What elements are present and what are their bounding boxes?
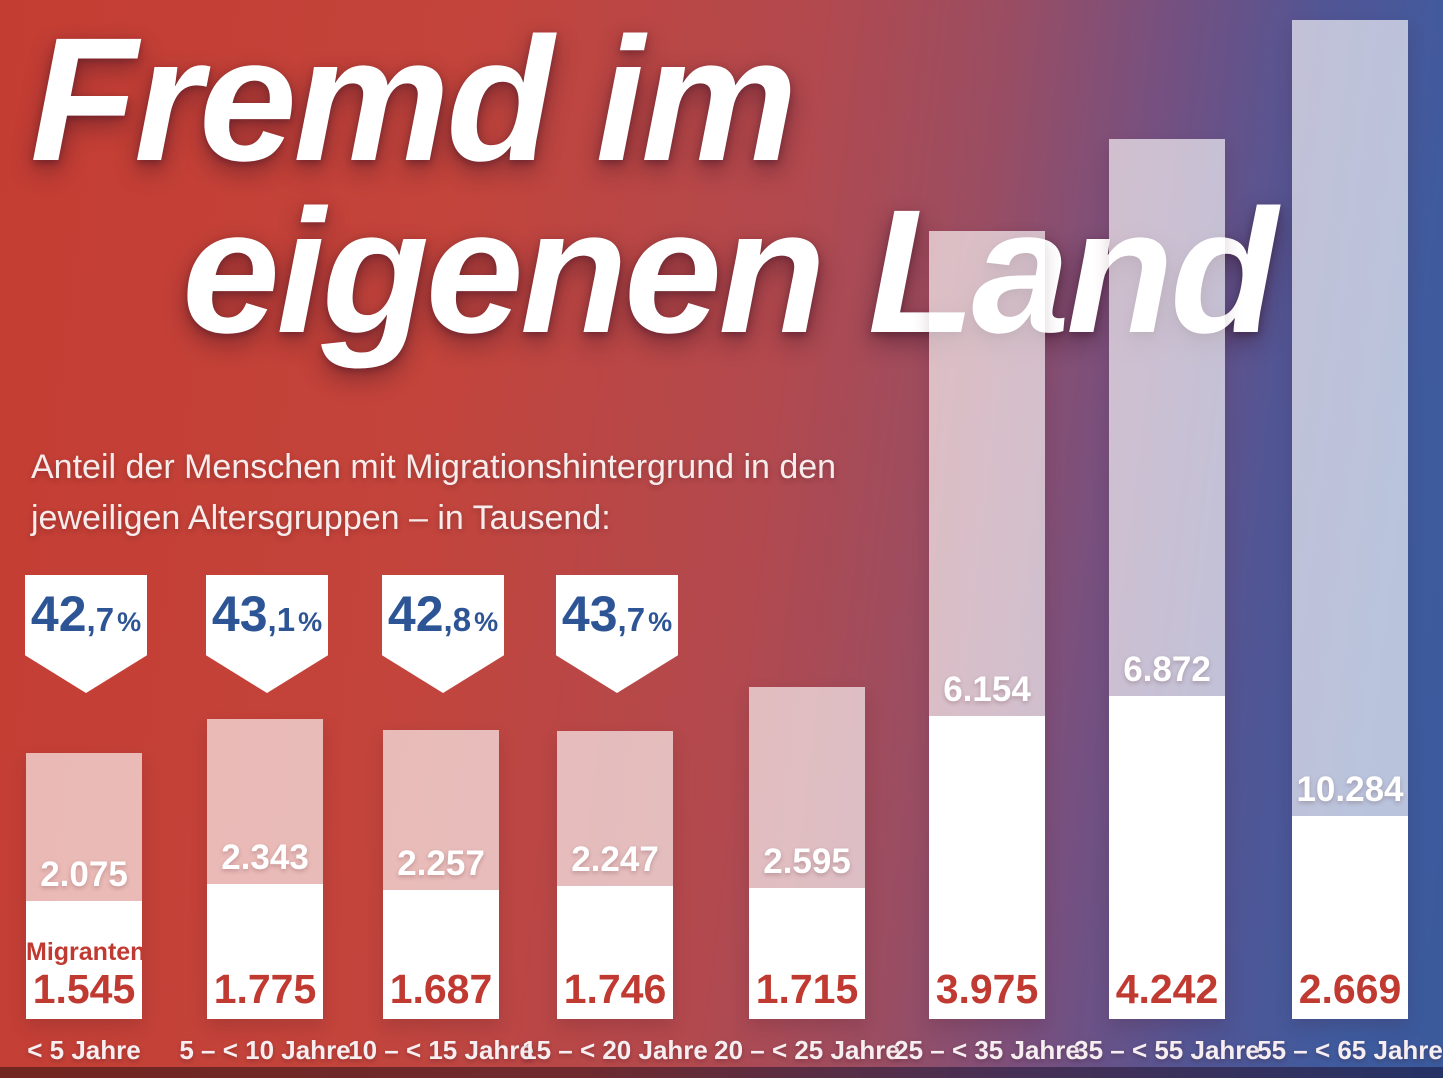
- bar-migrants-value: 2.669: [1298, 965, 1402, 1012]
- bar-total-value: 6.872: [1123, 650, 1211, 689]
- bar-total-value: 2.247: [571, 840, 659, 879]
- percent-badge: 43,1%: [206, 575, 328, 693]
- bar-migrants-value: 1.545: [32, 965, 136, 1012]
- bar-migrants-value: 1.746: [563, 965, 667, 1012]
- category-label: 10 – < 15 Jahre: [348, 1035, 534, 1065]
- migrants-caption: Migranten: [26, 937, 146, 966]
- percent-int: 43: [211, 586, 268, 642]
- subtitle-line-1: Anteil der Menschen mit Migrationshinter…: [31, 448, 837, 486]
- percent-sign: %: [474, 607, 499, 637]
- chart-subtitle: Anteil der Menschen mit Migrationshinter…: [31, 442, 836, 544]
- bar-total-value: 2.343: [221, 838, 309, 877]
- percent-int: 42: [387, 586, 444, 642]
- page-title: Fremd im eigenen Land: [30, 2, 1278, 371]
- bar-total-value: 2.075: [40, 855, 128, 894]
- bar-total-value: 6.154: [943, 670, 1031, 709]
- percent-dec: ,1: [267, 601, 296, 638]
- subtitle-line-2: jeweiligen Altersgruppen – in Tausend:: [31, 499, 611, 537]
- bar-migrants-segment: 3.975: [929, 716, 1045, 1019]
- bar-migrants-value: 1.687: [389, 965, 493, 1012]
- bar-group-7: 6.872 4.242 35 – < 55 Jahre: [1074, 139, 1260, 1065]
- category-label: < 5 Jahre: [27, 1035, 141, 1065]
- category-label: 20 – < 25 Jahre: [714, 1035, 900, 1065]
- bar-group-6: 6.154 3.975 25 – < 35 Jahre: [894, 231, 1080, 1065]
- category-label: 55 – < 65 Jahre: [1257, 1035, 1443, 1065]
- title-line-2: eigenen Land: [182, 174, 1278, 371]
- bar-migrants-segment: Migranten 1.545: [26, 901, 146, 1019]
- percent-int: 43: [561, 586, 618, 642]
- percent-dec: ,7: [86, 601, 115, 638]
- bar-total-value: 2.595: [763, 842, 851, 881]
- bar-migrants-value: 4.242: [1115, 965, 1219, 1012]
- bar-migrants-value: 1.775: [213, 965, 317, 1012]
- bar-total-value: 10.284: [1296, 770, 1404, 809]
- percent-sign: %: [298, 607, 323, 637]
- bar-group-1: 2.075 Migranten 1.545 < 5 Jahre: [26, 753, 146, 1065]
- bar-group-5: 2.595 1.715 20 – < 25 Jahre: [714, 687, 900, 1065]
- category-label: 15 – < 20 Jahre: [522, 1035, 708, 1065]
- bar-migrants-segment: 1.746: [557, 886, 673, 1019]
- percent-dec: ,8: [443, 601, 472, 638]
- bar-group-3: 2.257 1.687 10 – < 15 Jahre: [348, 730, 534, 1065]
- bottom-edge-strip: [0, 1067, 1443, 1078]
- percent-int: 42: [30, 586, 87, 642]
- percent-badge: 42,7%: [25, 575, 147, 693]
- bar-migrants-value: 3.975: [935, 965, 1039, 1012]
- percent-dec: ,7: [617, 601, 646, 638]
- percent-sign: %: [117, 607, 142, 637]
- bar-migrants-value: 1.715: [755, 965, 859, 1012]
- bar-group-8: 10.284 2.669 55 – < 65 Jahre: [1257, 20, 1443, 1065]
- percent-sign: %: [648, 607, 673, 637]
- bar-migrants-segment: 1.715: [749, 888, 865, 1019]
- bar-migrants-segment: 1.687: [383, 890, 499, 1019]
- bar-migrants-segment: 4.242: [1109, 696, 1225, 1019]
- bar-total-value: 2.257: [397, 844, 485, 883]
- title-line-1: Fremd im: [30, 2, 798, 198]
- category-label: 5 – < 10 Jahre: [179, 1035, 351, 1065]
- bar-migrants-segment: 2.669: [1292, 816, 1408, 1019]
- bar-group-4: 2.247 1.746 15 – < 20 Jahre: [522, 731, 708, 1065]
- percent-badge: 43,7%: [556, 575, 678, 693]
- percent-badge: 42,8%: [382, 575, 504, 693]
- category-label: 35 – < 55 Jahre: [1074, 1035, 1260, 1065]
- category-label: 25 – < 35 Jahre: [894, 1035, 1080, 1065]
- bar-group-2: 2.343 1.775 5 – < 10 Jahre: [179, 719, 351, 1065]
- bar-migrants-segment: 1.775: [207, 884, 323, 1019]
